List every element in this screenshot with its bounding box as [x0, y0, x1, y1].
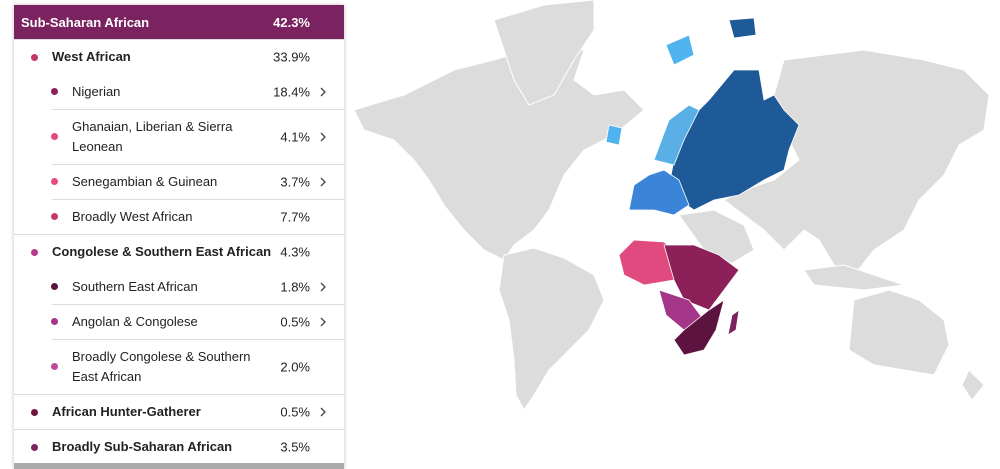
- greenland: [493, 0, 595, 106]
- north-america: [353, 44, 645, 261]
- region-name: African Hunter-Gatherer: [52, 404, 201, 419]
- population-name: Broadly West African: [72, 208, 193, 224]
- chevron[interactable]: [319, 132, 327, 142]
- asia: [723, 49, 990, 276]
- scroll-edge: [14, 463, 344, 469]
- western-europe: [628, 169, 690, 216]
- africa: [618, 239, 740, 356]
- british-isles: [605, 124, 623, 146]
- population-name: Ghanaian, Liberian & Sierra Leonean: [72, 118, 233, 154]
- dot: [51, 283, 58, 290]
- population-percent: 4.1%: [280, 129, 310, 144]
- region-row[interactable]: West African 33.9%: [14, 39, 344, 74]
- region-percent: 4.3%: [280, 244, 310, 260]
- region-name: Broadly Sub-Saharan African: [52, 439, 233, 454]
- ancestry-panel: Sub-Saharan African 42.3% West African 33…: [14, 5, 344, 469]
- region-percent: 0.5%: [280, 404, 310, 420]
- population-row[interactable]: Nigerian 18.4%: [14, 74, 344, 109]
- population-percent: 1.8%: [280, 279, 310, 294]
- south-america: [498, 247, 605, 411]
- region-name: West African: [52, 49, 131, 64]
- europe: [605, 17, 800, 216]
- dot: [31, 443, 38, 451]
- dot: [31, 408, 38, 416]
- population-name: Nigerian: [72, 83, 121, 99]
- header-name: Sub-Saharan African: [21, 14, 150, 30]
- dot: [51, 133, 58, 140]
- population-name: Senegambian & Guinean: [72, 173, 218, 189]
- region-name: Congolese & Southern East African: [52, 244, 272, 259]
- population-row: Broadly West African 7.7%: [14, 199, 344, 234]
- population-row: Broadly Congolese & Southern East Africa…: [14, 339, 344, 394]
- northern-europe: [653, 104, 700, 166]
- region-row[interactable]: Congolese & Southern East African 4.3%: [14, 234, 344, 269]
- dot: [31, 53, 38, 61]
- population-percent: 0.5%: [280, 314, 310, 329]
- australia: [848, 289, 950, 376]
- population-row[interactable]: Southern East African 1.8%: [14, 269, 344, 304]
- dot: [31, 248, 38, 256]
- dot: [51, 318, 58, 325]
- population-row[interactable]: Senegambian & Guinean 3.7%: [14, 164, 344, 199]
- region-percent: 3.5%: [280, 439, 310, 455]
- population-name: Angolan & Congolese: [72, 313, 198, 329]
- chevron[interactable]: [319, 317, 327, 327]
- population-percent: 3.7%: [280, 174, 310, 189]
- indonesia: [803, 264, 905, 291]
- land: [353, 0, 990, 411]
- chevron[interactable]: [319, 282, 327, 292]
- world-map: [353, 0, 990, 411]
- region-row[interactable]: African Hunter-Gatherer 0.5%: [14, 394, 344, 429]
- population-percent: 7.7%: [280, 209, 310, 224]
- population-row[interactable]: Ghanaian, Liberian & Sierra Leonean 4.1%: [14, 109, 344, 164]
- region-row: Broadly Sub-Saharan African 3.5%: [14, 429, 344, 464]
- dot: [51, 363, 58, 370]
- eastern-europe-russia: [668, 69, 800, 211]
- madagascar-map: [727, 309, 740, 336]
- population-percent: 18.4%: [273, 84, 310, 99]
- south-africa-map: [673, 299, 725, 356]
- dot: [51, 178, 58, 185]
- population-name: Broadly Congolese & Southern East Africa…: [72, 348, 251, 384]
- svalbard: [728, 17, 757, 39]
- chevron[interactable]: [319, 87, 327, 97]
- dot: [51, 213, 58, 220]
- header-row[interactable]: Sub-Saharan African 42.3%: [14, 5, 344, 39]
- central-africa-map: [663, 244, 740, 311]
- new-zealand: [961, 369, 985, 401]
- region-percent: 33.9%: [273, 49, 310, 65]
- header-percent: 42.3%: [273, 14, 310, 30]
- population-row[interactable]: Angolan & Congolese 0.5%: [14, 304, 344, 339]
- population-name: Southern East African: [72, 278, 198, 294]
- population-percent: 2.0%: [280, 359, 310, 374]
- chevron[interactable]: [319, 407, 327, 417]
- dot: [51, 88, 58, 95]
- scandinavian-islands: [665, 34, 695, 66]
- chevron[interactable]: [319, 177, 327, 187]
